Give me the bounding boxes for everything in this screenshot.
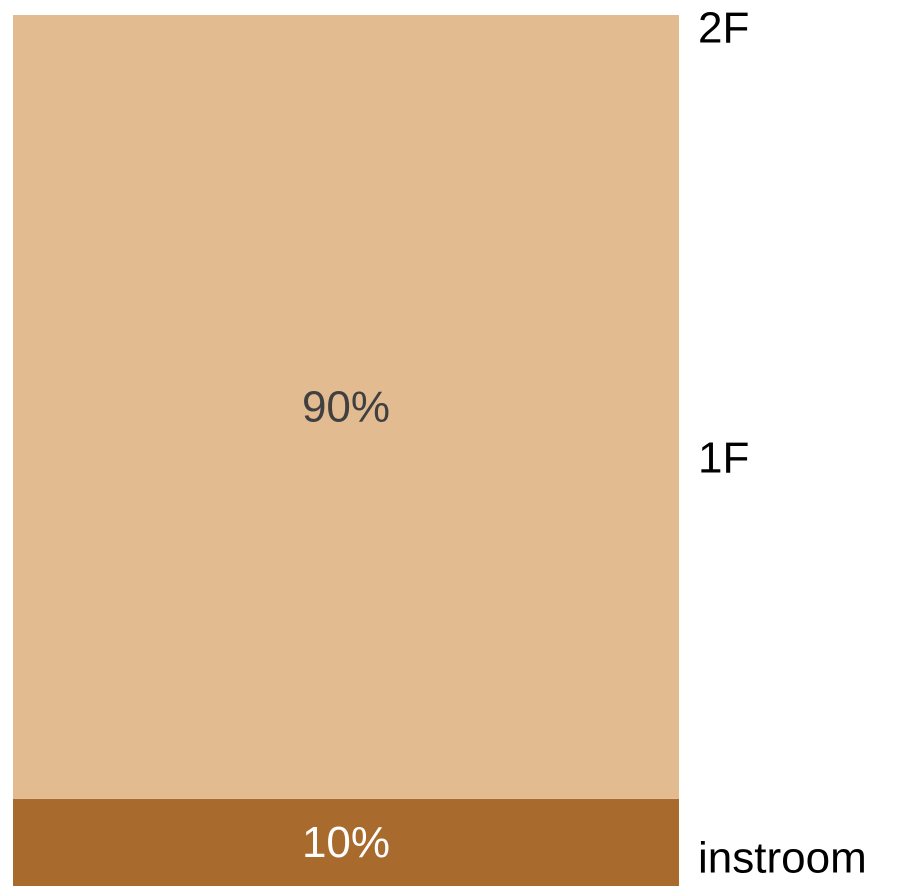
side-label-2: 2F [698, 4, 749, 53]
segment-value-label-0: 10% [302, 818, 390, 867]
bar-segment-0 [13, 798, 679, 886]
side-label-1: 1F [698, 434, 749, 483]
bar-segment-1 [13, 15, 679, 799]
side-label-0: instroom [698, 834, 867, 883]
segment-value-label-1: 90% [302, 382, 390, 431]
